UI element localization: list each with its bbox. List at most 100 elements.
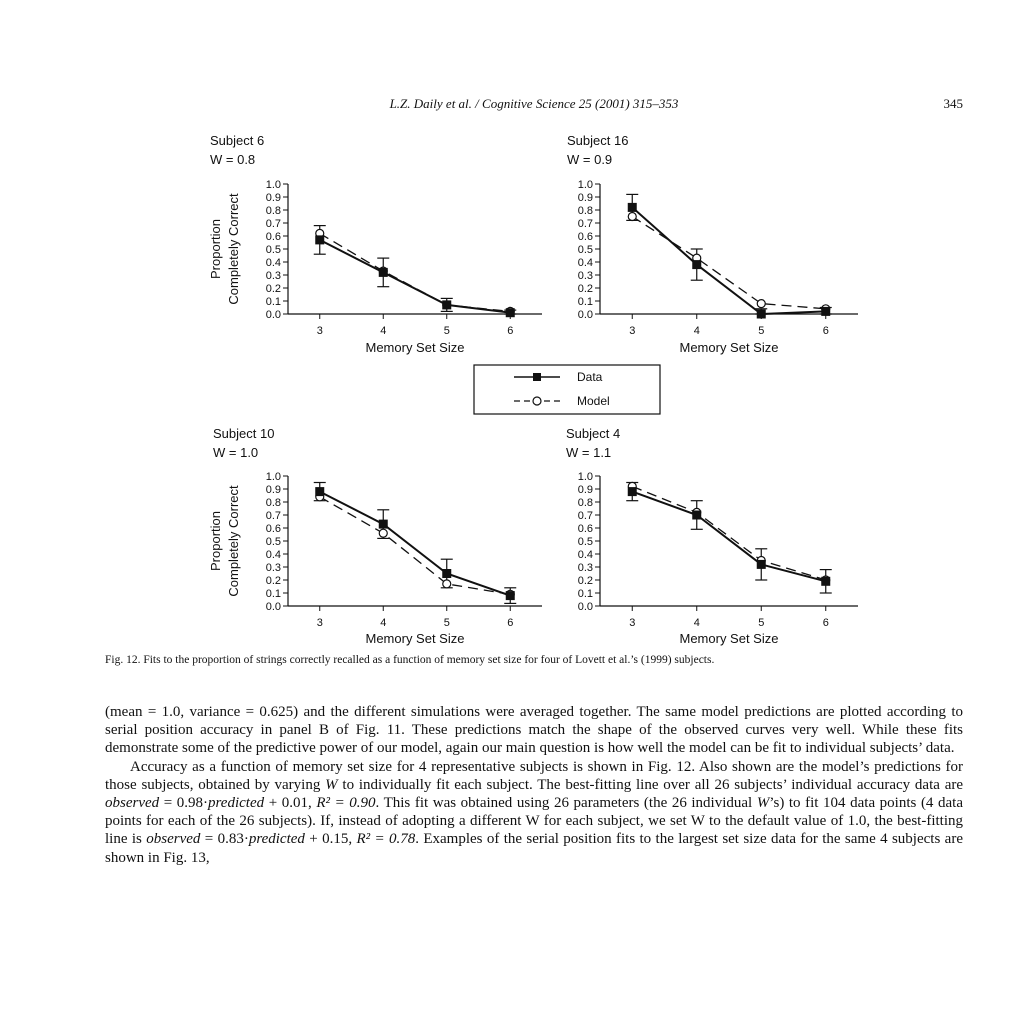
data-point: [821, 306, 831, 316]
legend: Data Model: [473, 364, 661, 415]
p2-text: = 0.98·: [159, 795, 209, 812]
data-point: [378, 519, 388, 529]
y-tick-label: 0.5: [578, 536, 593, 548]
y-tick-label: 0.8: [266, 497, 281, 509]
y-tick-label: 0.6: [266, 523, 281, 535]
data-point: [442, 569, 452, 578]
p2-text: + 0.01,: [264, 795, 317, 812]
p2-math: predicted: [208, 795, 265, 812]
x-tick-label: 5: [444, 617, 450, 629]
y-tick-label: 0.8: [266, 205, 281, 217]
x-axis-label: Memory Set Size: [366, 340, 465, 355]
running-head: L.Z. Daily et al. / Cognitive Science 25…: [105, 96, 963, 114]
data-point: [442, 300, 452, 310]
data-point: [505, 591, 515, 601]
paragraph-2: Accuracy as a function of memory set siz…: [105, 758, 963, 867]
data-point: [756, 559, 766, 569]
data-line: [319, 490, 511, 597]
chart-title: Subject 10: [213, 426, 274, 441]
y-tick-label: 0.9: [578, 192, 593, 204]
model-line: [319, 232, 511, 313]
data-point: [692, 510, 702, 520]
y-tick-label: 0.8: [578, 205, 593, 217]
y-tick-label: 0.1: [266, 296, 281, 308]
page-number: 345: [943, 96, 964, 111]
body-text: (mean = 1.0, variance = 0.625) and the d…: [105, 703, 963, 867]
y-tick-label: 0.3: [266, 270, 281, 282]
legend-model-marker: [532, 396, 542, 406]
x-tick-label: 3: [317, 617, 323, 629]
chart-3: Subject 10W = 1.00.00.10.20.30.40.50.60.…: [208, 426, 542, 646]
y-tick-label: 0.0: [266, 601, 281, 613]
chart-title: Subject 16: [567, 133, 628, 148]
y-tick-label: 0.6: [578, 523, 593, 535]
x-tick-label: 5: [758, 325, 764, 337]
data-point: [505, 308, 515, 318]
data-point: [627, 202, 637, 212]
p2-math: W: [325, 776, 338, 793]
y-tick-label: 0.6: [266, 231, 281, 243]
chart-subtitle: W = 1.0: [213, 445, 258, 460]
x-tick-label: 4: [694, 325, 700, 337]
y-tick-label: 0.4: [578, 549, 593, 561]
y-tick-label: 1.0: [266, 179, 281, 191]
x-tick-label: 3: [629, 617, 635, 629]
p2-text: . Examples of the serial position fits t…: [105, 831, 963, 866]
y-tick-label: 0.9: [266, 484, 281, 496]
y-tick-label: 0.5: [578, 244, 593, 256]
y-tick-label: 0.7: [266, 510, 281, 522]
y-tick-label: 0.3: [266, 562, 281, 574]
p2-text: = 0.83·: [200, 831, 249, 848]
y-tick-label: 1.0: [578, 179, 593, 191]
y-tick-label: 0.2: [578, 283, 593, 295]
y-tick-label: 0.1: [266, 588, 281, 600]
y-tick-label: 0.1: [578, 296, 593, 308]
data-point: [315, 487, 325, 497]
y-tick-label: 0.3: [578, 270, 593, 282]
data-point: [821, 576, 831, 586]
x-tick-label: 5: [444, 325, 450, 337]
model-line: [319, 496, 511, 595]
p2-text: to individually fit each subject. The be…: [337, 776, 964, 793]
y-tick-label: 0.9: [266, 192, 281, 204]
y-tick-label: 0.4: [266, 257, 281, 269]
chart-panels: Subject 6W = 0.80.00.10.20.30.40.50.60.7…: [208, 133, 858, 646]
x-tick-label: 4: [380, 617, 386, 629]
chart-4: Subject 4 W = 1.1 0.00.10.20.30.40.50.60.7…: [566, 426, 858, 646]
y-tick-label: 0.7: [578, 218, 593, 230]
data-point: [315, 235, 325, 245]
p2-text: + 0.15,: [304, 831, 357, 848]
chart-subtitle: W = 0.8: [210, 152, 255, 167]
legend-data-label: Data: [577, 370, 603, 384]
figure-caption: Fig. 12. Fits to the proportion of strin…: [105, 654, 715, 666]
y-tick-label: 0.1: [578, 588, 593, 600]
y-tick-label: 0.0: [578, 309, 593, 321]
legend-model-label: Model: [577, 394, 610, 408]
y-tick-label: 0.2: [578, 575, 593, 587]
chart-subtitle: W = 1.1: [566, 445, 611, 460]
y-tick-label: 0.4: [266, 549, 281, 561]
x-tick-label: 6: [507, 325, 513, 337]
p2-text: Accuracy as a function of memory set siz…: [105, 758, 963, 793]
paragraph-1: (mean = 1.0, variance = 0.625) and the d…: [105, 704, 963, 757]
data-line: [319, 239, 511, 314]
y-axis-label-line2: Completely Correct: [226, 485, 241, 597]
x-tick-label: 6: [507, 617, 513, 629]
x-axis-label: Memory Set Size: [680, 631, 779, 646]
chart-title: Subject 6: [210, 133, 264, 148]
x-tick-label: 4: [694, 617, 700, 629]
data-point: [692, 260, 702, 270]
legend-box: [473, 364, 661, 415]
y-tick-label: 0.7: [578, 510, 593, 522]
model-point: [378, 528, 388, 538]
data-point: [378, 267, 388, 277]
x-tick-label: 5: [758, 617, 764, 629]
y-axis-label-line2: Completely Correct: [226, 193, 241, 305]
p2-math: predicted: [248, 831, 305, 848]
chart-2: Subject 16W = 0.90.00.10.20.30.40.50.60.…: [567, 133, 858, 355]
data-point: [756, 309, 766, 319]
y-tick-label: 0.5: [266, 244, 281, 256]
x-axis-label: Memory Set Size: [680, 340, 779, 355]
y-tick-label: 0.9: [578, 484, 593, 496]
